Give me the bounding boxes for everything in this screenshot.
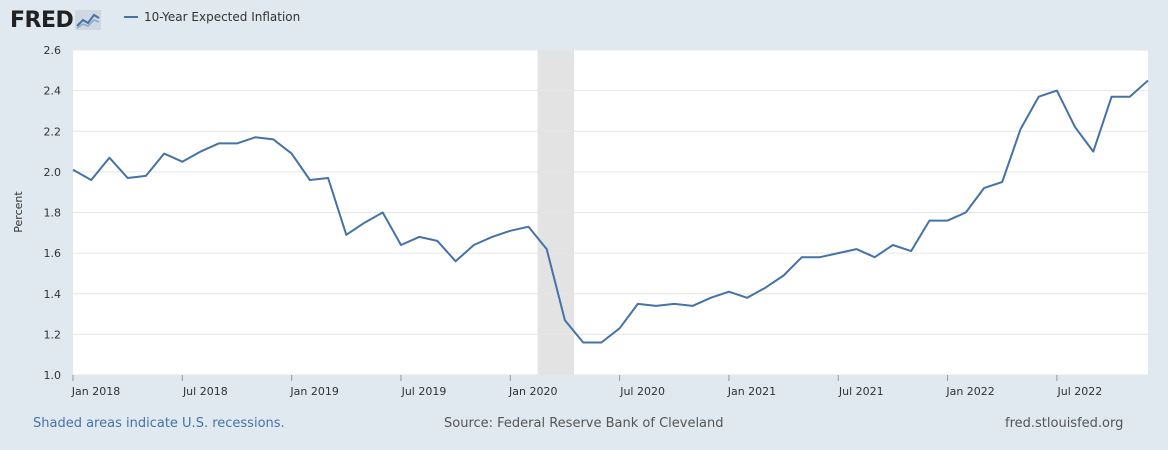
legend-label: 10-Year Expected Inflation: [144, 10, 301, 24]
y-tick-label: 2.0: [44, 166, 62, 179]
series-line[interactable]: [72, 79, 1149, 344]
logo-text: FRED: [10, 7, 74, 33]
x-tick-label: Jan 2020: [508, 385, 557, 398]
site-link[interactable]: fred.stlouisfed.org: [1005, 416, 1124, 431]
x-tick-label: Jul 2022: [1057, 385, 1103, 398]
x-tick-label: Jan 2022: [945, 385, 994, 398]
y-tick-label: 2.6: [44, 44, 62, 57]
line-chart: 1.0 1.2 1.4 1.6 1.8 2.0 2.2 2.4 2.6 Jan 2018 Jul …: [12, 44, 1149, 398]
x-tick-label: Jan 2021: [727, 385, 776, 398]
fred-logo[interactable]: FRED: [10, 6, 102, 34]
y-tick-label: 1.4: [44, 288, 62, 301]
legend-swatch: [124, 16, 138, 18]
chart-header: FRED 10-Year Expected Inflation: [0, 0, 1168, 40]
chart-footer: Shaded areas indicate U.S. recessions. S…: [0, 410, 1168, 440]
y-tick-label: 1.6: [44, 247, 62, 260]
x-tick-label: Jul 2020: [619, 385, 665, 398]
chart-trend-icon: [75, 10, 102, 30]
y-axis-label: Percent: [12, 191, 25, 233]
x-tick-label: Jul 2021: [838, 385, 884, 398]
x-tick-label: Jan 2018: [71, 385, 120, 398]
x-tick-label: Jul 2018: [182, 385, 228, 398]
legend[interactable]: 10-Year Expected Inflation: [124, 10, 300, 24]
y-tick-label: 2.4: [44, 85, 62, 98]
y-tick-label: 1.2: [44, 328, 62, 341]
source-text: Source: Federal Reserve Bank of Clevelan…: [444, 416, 724, 431]
x-tick-label: Jan 2019: [289, 385, 338, 398]
x-tick-label: Jul 2019: [401, 385, 447, 398]
chart-area: 1.0 1.2 1.4 1.6 1.8 2.0 2.2 2.4 2.6 Jan 2018 Jul …: [0, 40, 1168, 400]
y-tick-label: 1.0: [44, 369, 62, 382]
recession-note-link[interactable]: Shaded areas indicate U.S. recessions.: [33, 416, 285, 431]
y-tick-label: 1.8: [44, 207, 62, 220]
y-tick-label: 2.2: [44, 125, 62, 138]
